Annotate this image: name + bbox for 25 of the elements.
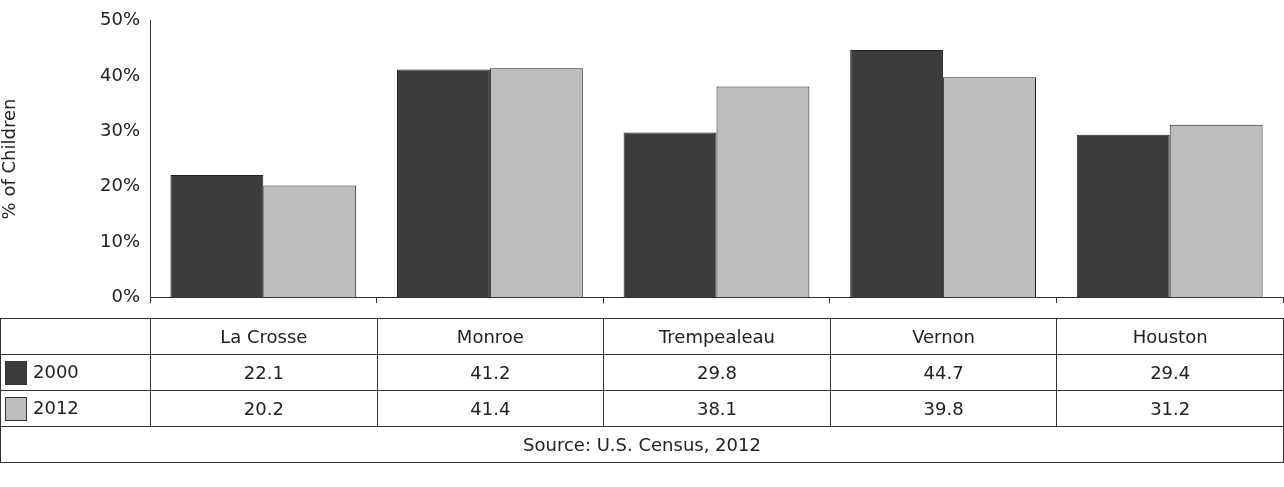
y-axis-title: % of Children: [0, 98, 20, 220]
data-label: 41.2: [377, 354, 604, 391]
y-tick-label: 0%: [111, 284, 140, 306]
source-note: Source: U.S. Census, 2012: [0, 426, 1284, 463]
data-label: 20.2: [150, 390, 378, 427]
legend-label: 2012: [0, 390, 151, 427]
data-label: 41.4: [377, 390, 604, 427]
y-tick-label: 30%: [99, 119, 140, 141]
x-tick-label: Monroe: [377, 318, 604, 355]
data-label: 29.4: [1056, 354, 1284, 391]
legend-label: 2000: [0, 354, 151, 391]
y-tick-label: 40%: [99, 63, 140, 85]
data-label: 38.1: [603, 390, 831, 427]
data-label: 31.2: [1056, 390, 1284, 427]
x-tick-label: Vernon: [830, 318, 1057, 355]
data-label: 44.7: [830, 354, 1057, 391]
x-tick-label: Houston: [1056, 318, 1284, 355]
y-tick-label: 20%: [99, 174, 140, 196]
data-label: 22.1: [150, 354, 378, 391]
y-tick-label: 10%: [99, 229, 140, 251]
x-tick-label: La Crosse: [150, 318, 378, 355]
x-tick-label: Trempealeau: [603, 318, 831, 355]
data-label: 39.8: [830, 390, 1057, 427]
y-tick-label: 50%: [99, 8, 140, 30]
data-label: 29.8: [603, 354, 831, 391]
